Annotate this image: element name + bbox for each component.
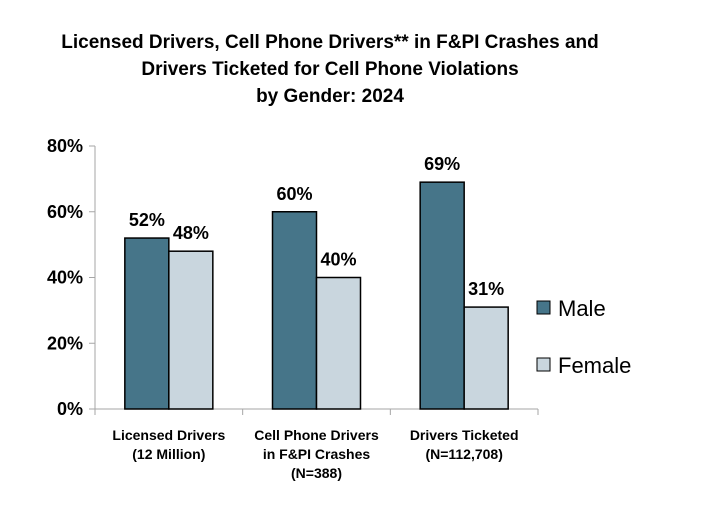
x-category-label: in F&PI Crashes (263, 446, 371, 462)
data-label: 52% (129, 210, 165, 230)
bar-female (315, 276, 362, 410)
bar-female (463, 306, 509, 410)
x-category-label: (12 Million) (132, 446, 205, 462)
bar-male (271, 211, 318, 410)
y-tick-label: 40% (47, 268, 83, 288)
legend-label: Female (558, 353, 631, 378)
data-label: 40% (320, 250, 356, 270)
bar-male (419, 181, 465, 410)
y-tick-label: 20% (47, 333, 83, 353)
x-category-label: (N=112,708) (425, 446, 502, 462)
bar-female (168, 250, 214, 410)
data-label: 48% (173, 223, 209, 243)
chart-title: Licensed Drivers, Cell Phone Drivers** i… (61, 32, 598, 53)
legend-swatch-female (536, 357, 551, 372)
y-tick-label: 0% (57, 399, 83, 419)
x-category-label: Drivers Ticketed (410, 427, 519, 443)
data-label: 69% (424, 154, 460, 174)
chart-title: Drivers Ticketed for Cell Phone Violatio… (141, 59, 518, 80)
bar-male (124, 237, 170, 410)
y-tick-label: 60% (47, 202, 83, 222)
legend-swatch-male (536, 300, 551, 315)
legend-label: Male (558, 296, 606, 321)
data-label: 31% (468, 279, 504, 299)
x-category-label: (N=388) (291, 465, 342, 481)
y-tick-label: 80% (47, 136, 83, 156)
data-label: 60% (276, 184, 312, 204)
chart-title: by Gender: 2024 (256, 86, 404, 107)
x-category-label: Cell Phone Drivers (254, 427, 379, 443)
x-category-label: Licensed Drivers (112, 427, 225, 443)
